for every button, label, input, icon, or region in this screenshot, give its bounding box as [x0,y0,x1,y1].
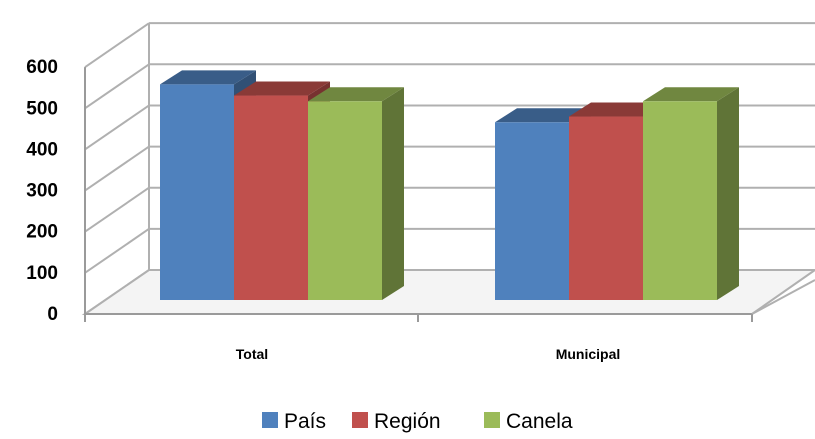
y-tick-label: 500 [26,98,58,119]
side-gridline [84,186,150,233]
bar-front [308,101,382,301]
bar-front [234,95,308,300]
bar-top [308,87,404,102]
bar [643,87,739,301]
y-tick-label: 100 [26,263,58,284]
bar-front [160,84,234,301]
side-gridline [84,104,150,151]
y-tick-label: 600 [26,57,58,78]
bar [308,87,404,301]
bar-top [495,108,591,123]
y-tick-label: 200 [26,222,58,243]
bar-top [643,87,739,102]
bar-front [495,122,569,300]
bar-top [234,81,330,96]
floor-right-edge [751,279,815,315]
bar-top [160,70,256,85]
y-tick-label: 400 [26,139,58,160]
legend-label: Canela [506,410,573,433]
legend-label: Región [374,410,441,433]
legend-swatch [262,412,278,428]
side-gridline [84,145,150,192]
bar-side [717,87,739,301]
legend-swatch [484,412,500,428]
bar-top [569,102,665,117]
side-gridline [84,63,150,110]
side-gridline [84,22,150,68]
bar-front [643,101,717,301]
category-label: Total [236,346,268,362]
legend-label: País [284,410,326,433]
y-tick-label: 0 [47,304,58,325]
bar-side [382,87,404,301]
y-tick-label: 300 [26,181,58,202]
legend-swatch [352,412,368,428]
side-gridline [84,228,150,274]
bar-front [569,116,643,301]
category-label: Municipal [556,346,621,362]
